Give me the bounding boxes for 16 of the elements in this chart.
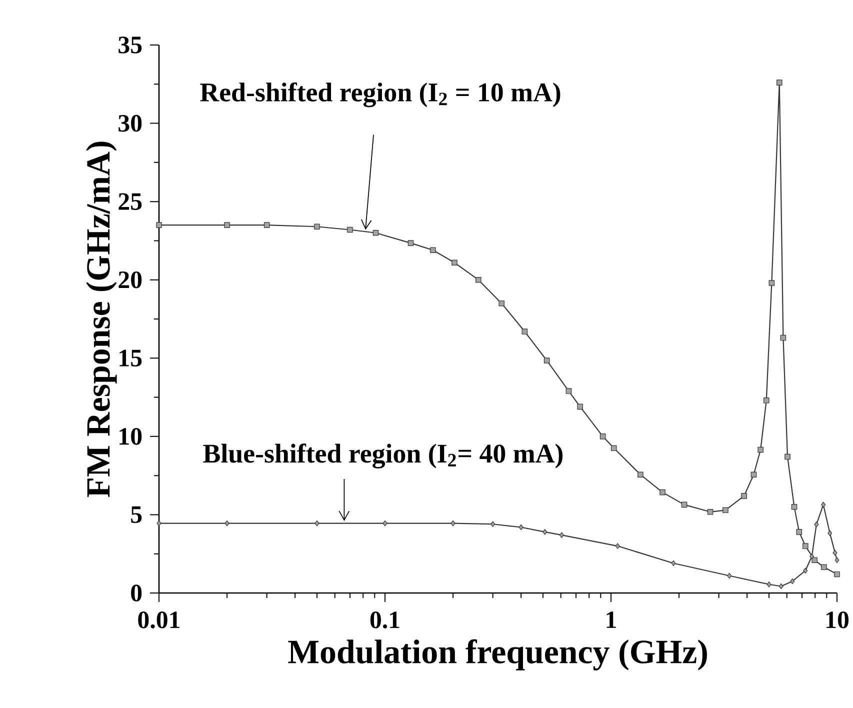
x-tick-label: 0.01: [138, 611, 180, 628]
y-tick-label: 30: [118, 114, 142, 132]
y-axis-title: FM Response (GHz/mA): [86, 142, 117, 498]
x-axis-title: Modulation frequency (GHz): [288, 639, 707, 670]
annotation: Blue-shifted region (I$_{2}$= 40 mA): [203, 444, 563, 468]
y-tick-label: 35: [118, 36, 142, 54]
x-tick-label: 10: [826, 611, 848, 628]
x-tick-label: 0.1: [370, 611, 400, 628]
y-tick-label: 15: [120, 350, 142, 366]
y-tick-label: 20: [118, 271, 142, 288]
y-tick-label: 25: [118, 193, 142, 210]
y-tick-label: 0: [131, 584, 142, 602]
y-tick-label: 5: [131, 506, 142, 523]
y-tick-label: 10: [120, 428, 142, 445]
x-tick-label: 1: [606, 611, 616, 628]
annotation: Red-shifted region (I$_{2}$ = 10 mA): [200, 82, 560, 108]
